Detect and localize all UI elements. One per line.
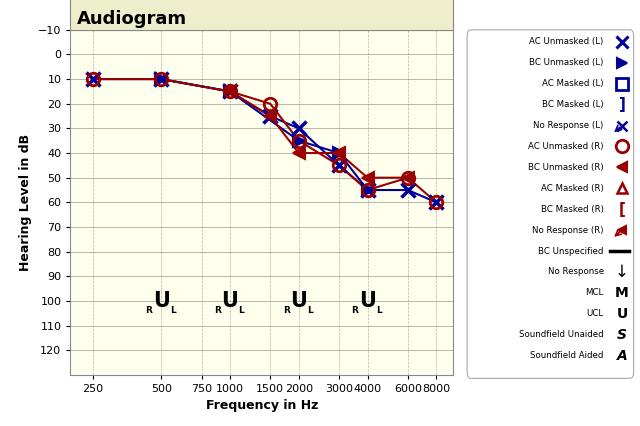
Text: BC Masked (R): BC Masked (R) — [541, 205, 604, 214]
Text: BC Unmasked (R): BC Unmasked (R) — [528, 163, 604, 172]
Text: No Response (R): No Response (R) — [532, 226, 604, 235]
Text: AC Masked (L): AC Masked (L) — [542, 79, 604, 88]
Text: [: [ — [618, 201, 625, 217]
Text: R: R — [145, 306, 152, 315]
Text: ↓: ↓ — [615, 263, 629, 281]
Text: BC Unspecified: BC Unspecified — [538, 247, 604, 256]
Text: U: U — [291, 291, 307, 311]
Text: L: L — [170, 306, 175, 315]
Text: AC Masked (R): AC Masked (R) — [541, 184, 604, 193]
Text: Soundfield Aided: Soundfield Aided — [531, 351, 604, 360]
Text: BC Masked (L): BC Masked (L) — [542, 100, 604, 109]
Text: L: L — [239, 306, 244, 315]
Text: R: R — [214, 306, 221, 315]
Text: R: R — [283, 306, 289, 315]
Text: ]: ] — [618, 97, 625, 112]
Text: AC Unmasked (R): AC Unmasked (R) — [528, 142, 604, 151]
Text: No Response: No Response — [547, 268, 604, 276]
Text: R: R — [351, 306, 358, 315]
Text: No Response (L): No Response (L) — [533, 121, 604, 130]
Text: UCL: UCL — [586, 309, 604, 318]
Text: L: L — [376, 306, 381, 315]
Text: L: L — [307, 306, 313, 315]
Text: U: U — [359, 291, 376, 311]
Text: U: U — [616, 307, 628, 321]
X-axis label: Frequency in Hz: Frequency in Hz — [205, 400, 318, 412]
Text: BC Unmasked (L): BC Unmasked (L) — [529, 58, 604, 67]
Y-axis label: Hearing Level in dB: Hearing Level in dB — [19, 134, 33, 271]
FancyBboxPatch shape — [467, 30, 634, 378]
Text: U: U — [153, 291, 170, 311]
Text: M: M — [615, 286, 629, 300]
Text: U: U — [221, 291, 239, 311]
Text: Soundfield Unaided: Soundfield Unaided — [519, 330, 604, 339]
Text: S: S — [617, 328, 627, 342]
Text: A: A — [616, 348, 627, 363]
Text: MCL: MCL — [586, 288, 604, 297]
Text: AC Unmasked (L): AC Unmasked (L) — [529, 37, 604, 46]
Text: Audiogram: Audiogram — [77, 10, 187, 28]
